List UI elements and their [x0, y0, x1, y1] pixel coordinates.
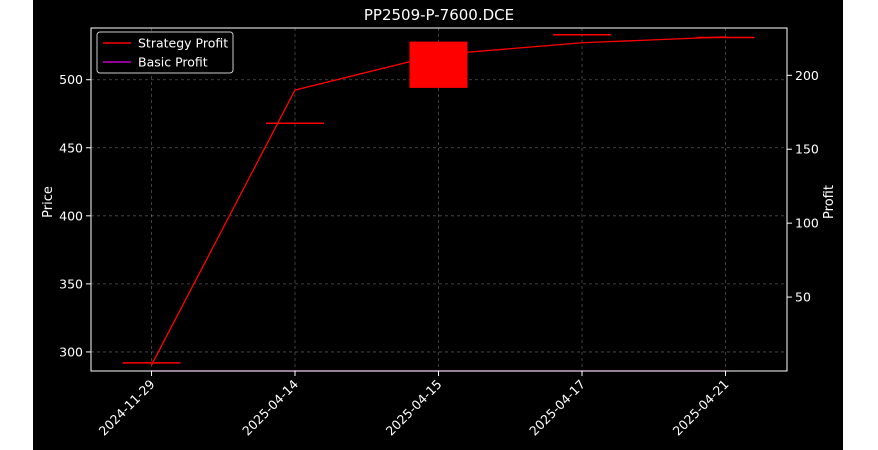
y-right-tick-label: 200: [795, 68, 819, 83]
y-right-tick-label: 50: [795, 290, 811, 305]
y-axis-right-label: Profit: [822, 185, 837, 219]
y-left-tick-label: 350: [59, 276, 83, 291]
y-left-tick-label: 450: [59, 140, 83, 155]
y-left-tick-label: 400: [59, 208, 83, 223]
y-right-tick-label: 100: [795, 216, 819, 231]
y-right-tick-label: 150: [795, 142, 819, 157]
candles: [122, 34, 755, 364]
chart-title: PP2509-P-7600.DCE: [364, 6, 514, 24]
candle-2025-04-15: [409, 41, 468, 88]
series-line-strategy-profit: [150, 36, 726, 366]
legend-label-basic-profit: Basic Profit: [138, 55, 208, 70]
y-axis-left-label: Price: [41, 186, 56, 218]
legend-label-strategy-profit: Strategy Profit: [138, 36, 228, 51]
y-left-tick-label: 300: [59, 344, 83, 359]
legend: Strategy Profit Basic Profit: [96, 31, 234, 74]
y-left-tick-label: 500: [59, 72, 83, 87]
